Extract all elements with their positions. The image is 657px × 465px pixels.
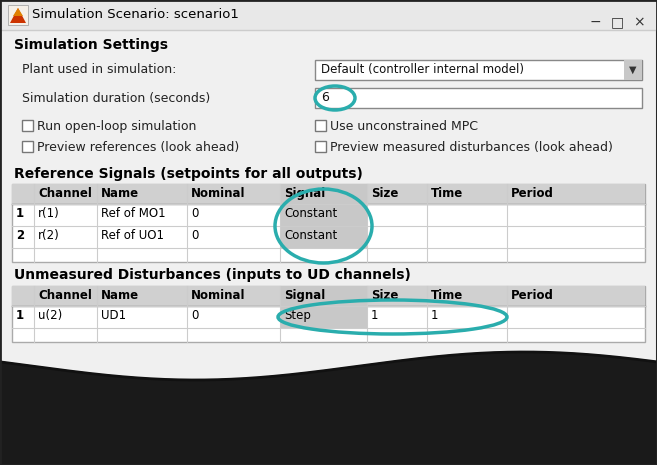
FancyBboxPatch shape <box>12 286 645 342</box>
FancyBboxPatch shape <box>280 184 367 248</box>
Text: 1: 1 <box>431 309 438 322</box>
FancyBboxPatch shape <box>12 286 645 306</box>
Polygon shape <box>10 8 26 23</box>
Text: Use unconstrained MPC: Use unconstrained MPC <box>330 120 478 133</box>
Text: Period: Period <box>511 289 554 302</box>
Text: u(2): u(2) <box>38 309 62 322</box>
Text: Size: Size <box>371 289 398 302</box>
Text: Signal: Signal <box>284 187 325 200</box>
Text: Preview references (look ahead): Preview references (look ahead) <box>37 141 239 154</box>
FancyBboxPatch shape <box>315 88 642 108</box>
Text: Default (controller internal model): Default (controller internal model) <box>321 63 524 76</box>
Text: Nominal: Nominal <box>191 187 246 200</box>
Text: □: □ <box>610 15 623 29</box>
Text: Name: Name <box>101 289 139 302</box>
Text: Period: Period <box>511 187 554 200</box>
Text: Size: Size <box>371 187 398 200</box>
Text: Constant: Constant <box>284 207 337 220</box>
FancyBboxPatch shape <box>315 60 642 80</box>
Text: Channel: Channel <box>38 289 92 302</box>
Text: Step: Step <box>284 309 311 322</box>
Text: Nominal: Nominal <box>191 289 246 302</box>
Text: 1: 1 <box>371 309 378 322</box>
Text: ×: × <box>633 15 645 29</box>
Text: 6: 6 <box>321 91 329 104</box>
Text: UD1: UD1 <box>101 309 126 322</box>
Text: Simulation Settings: Simulation Settings <box>14 38 168 52</box>
FancyBboxPatch shape <box>315 141 326 152</box>
Text: Ref of MO1: Ref of MO1 <box>101 207 166 220</box>
Text: Plant used in simulation:: Plant used in simulation: <box>22 63 176 76</box>
Text: Simulation Scenario: scenario1: Simulation Scenario: scenario1 <box>32 8 239 21</box>
Text: 0: 0 <box>191 229 198 242</box>
FancyBboxPatch shape <box>12 184 645 262</box>
FancyBboxPatch shape <box>0 0 657 30</box>
FancyBboxPatch shape <box>280 286 367 328</box>
Polygon shape <box>13 8 23 16</box>
Text: Constant: Constant <box>284 229 337 242</box>
Text: 1: 1 <box>16 207 24 220</box>
FancyBboxPatch shape <box>315 120 326 131</box>
Text: Time: Time <box>431 289 463 302</box>
Text: Signal: Signal <box>284 289 325 302</box>
FancyBboxPatch shape <box>22 120 33 131</box>
Text: 0: 0 <box>191 207 198 220</box>
Text: ▼: ▼ <box>629 65 637 75</box>
Text: Simulation duration (seconds): Simulation duration (seconds) <box>22 92 210 105</box>
Text: Ref of UO1: Ref of UO1 <box>101 229 164 242</box>
Text: 2: 2 <box>16 229 24 242</box>
FancyBboxPatch shape <box>22 141 33 152</box>
FancyBboxPatch shape <box>8 5 28 25</box>
Text: Preview measured disturbances (look ahead): Preview measured disturbances (look ahea… <box>330 141 613 154</box>
Text: Unmeasured Disturbances (inputs to UD channels): Unmeasured Disturbances (inputs to UD ch… <box>14 268 411 282</box>
Text: Reference Signals (setpoints for all outputs): Reference Signals (setpoints for all out… <box>14 167 363 181</box>
Text: r(2): r(2) <box>38 229 60 242</box>
Text: Channel: Channel <box>38 187 92 200</box>
Text: r(1): r(1) <box>38 207 60 220</box>
Text: Run open-loop simulation: Run open-loop simulation <box>37 120 196 133</box>
Text: Time: Time <box>431 187 463 200</box>
Text: −: − <box>589 15 600 29</box>
FancyBboxPatch shape <box>624 60 642 80</box>
Text: Name: Name <box>101 187 139 200</box>
FancyBboxPatch shape <box>12 184 645 204</box>
Text: 1: 1 <box>16 309 24 322</box>
Text: 0: 0 <box>191 309 198 322</box>
